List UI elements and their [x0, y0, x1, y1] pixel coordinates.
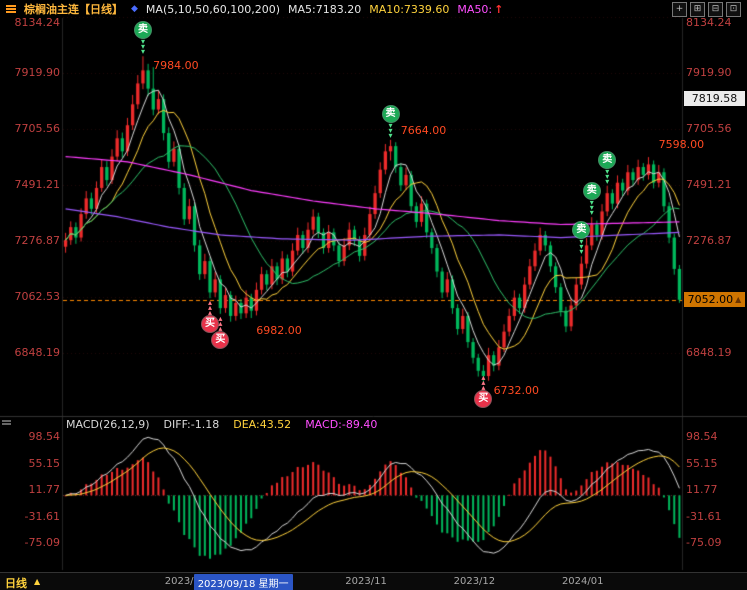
macd-axis-label: 98.54 [686, 430, 718, 443]
macd-macd-value: MACD:-89.40 [305, 418, 378, 431]
toolbar-grid-layout-icon[interactable]: ⊞ [690, 1, 705, 17]
ma5-value: MA5:7183.20 [287, 2, 362, 16]
sell-signal-marker: 卖 [134, 22, 151, 39]
y-axis-label: 7919.90 [14, 65, 61, 79]
last-price-value: 7052.00 [687, 292, 734, 306]
period-selector[interactable]: 日线 [5, 577, 27, 590]
time-axis-bar: 日线 ▲ 2023/09 2023/09/18 星期一 2023/11 2023/12… [0, 572, 747, 590]
macd-header: MACD(26,12,9) DIFF:-1.18 DEA:43.52 MACD:… [66, 418, 377, 431]
y-axis-label: 8134.24 [14, 16, 61, 29]
price-direction-arrow-icon: ▲ [735, 294, 742, 304]
x-axis-label: 2023/09 [164, 576, 207, 587]
x-axis-label: 2023/12 [453, 576, 496, 587]
y-axis-label: 7062.53 [14, 290, 61, 303]
x-axis-label: 2024/01 [561, 576, 604, 587]
menu-icon[interactable] [6, 5, 16, 7]
y-axis-label: 8134.24 [686, 16, 732, 29]
diamond-icon: ◆ [131, 4, 138, 14]
x-axis-label: 2023/11 [345, 576, 387, 587]
macd-axis-label: -75.09 [686, 536, 722, 549]
macd-axis-label: 98.54 [28, 430, 61, 443]
signal-arrows-icon: ▾ ▾ ▾ [605, 166, 610, 186]
price-annotation: 6982.00 [256, 324, 302, 338]
macd-params-label: MACD(26,12,9) [66, 418, 150, 431]
y-axis-label: 7276.87 [686, 234, 732, 247]
toolbar-split-pane-icon[interactable]: ⊟ [708, 1, 723, 17]
toolbar-add-icon[interactable]: + [672, 1, 687, 17]
ma-settings-label: MA(5,10,50,60,100,200) [145, 2, 280, 16]
macd-axis-label: 11.77 [28, 483, 61, 496]
panel-resize-handle-icon[interactable] [2, 420, 11, 422]
y-axis-label: 6848.19 [686, 346, 732, 359]
buy-signal-marker: 买 [212, 331, 229, 348]
toolbar-maximize-icon[interactable]: ⊡ [726, 1, 741, 17]
macd-axis-label: -31.61 [24, 509, 60, 523]
price-chart-canvas[interactable] [0, 0, 747, 572]
instrument-title: 棕榈油主连【日线】 [24, 3, 123, 16]
macd-diff-value: DIFF:-1.18 [163, 418, 220, 431]
signal-arrows-icon: ▴ ▴ ▴ [218, 313, 223, 333]
price-annotation: 7598.00 [658, 138, 705, 152]
y-axis-label: 7491.21 [14, 178, 61, 191]
macd-axis-label: 55.15 [28, 456, 61, 470]
crosshair-price-value: 7819.58 [691, 92, 738, 106]
macd-dea-value: DEA:43.52 [233, 418, 292, 431]
macd-axis-label: 55.15 [686, 456, 718, 470]
signal-arrows-icon: ▾ ▾ ▾ [388, 120, 393, 140]
signal-arrows-icon: ▾ ▾ ▾ [589, 198, 594, 218]
x-axis-label-highlighted: 2023/09/18 星期一 [193, 574, 293, 590]
signal-arrows-icon: ▾ ▾ ▾ [140, 37, 145, 57]
buy-signal-marker: 买 [475, 391, 492, 407]
macd-axis-label: -31.61 [686, 509, 722, 523]
sell-signal-marker: 卖 [573, 222, 590, 239]
signal-arrows-icon: ▾ ▾ ▾ [579, 237, 584, 257]
last-price-box: 7052.00 ▲ [684, 291, 745, 307]
window-toolbar: + ⊞ ⊟ ⊡ [672, 1, 741, 17]
y-axis-label: 7276.87 [14, 234, 61, 247]
ma10-value: MA10:7339.60 [369, 2, 450, 16]
y-axis-label: 7705.56 [14, 121, 61, 135]
y-axis-label: 6848.19 [14, 346, 61, 359]
price-annotation: 7984.00 [153, 59, 199, 73]
sell-signal-marker: 卖 [599, 151, 616, 168]
price-annotation: 7664.00 [400, 124, 447, 138]
signal-arrows-icon: ▴ ▴ ▴ [481, 373, 486, 392]
buy-signal-marker: 买 [202, 316, 218, 333]
macd-axis-label: -75.09 [24, 536, 60, 549]
y-axis-label: 7919.90 [686, 65, 732, 79]
macd-axis-label: 11.77 [686, 483, 718, 496]
chart-header-bar: 棕榈油主连【日线】 ◆ MA(5,10,50,60,100,200) MA5:7… [0, 0, 747, 18]
period-expand-arrow-icon: ▲ [34, 577, 41, 586]
y-axis-label: 7491.21 [686, 178, 732, 191]
y-axis-label: 7705.56 [686, 121, 732, 135]
price-annotation: 6732.00 [493, 384, 540, 398]
ma50-value: MA50: [457, 2, 493, 16]
crosshair-price-box: 7819.58 [684, 91, 745, 107]
ma50-up-arrow-icon: ↑ [494, 2, 504, 16]
signal-arrows-icon: ▴ ▴ ▴ [207, 298, 212, 318]
sell-signal-marker: 卖 [382, 105, 399, 122]
sell-signal-marker: 卖 [583, 183, 600, 200]
